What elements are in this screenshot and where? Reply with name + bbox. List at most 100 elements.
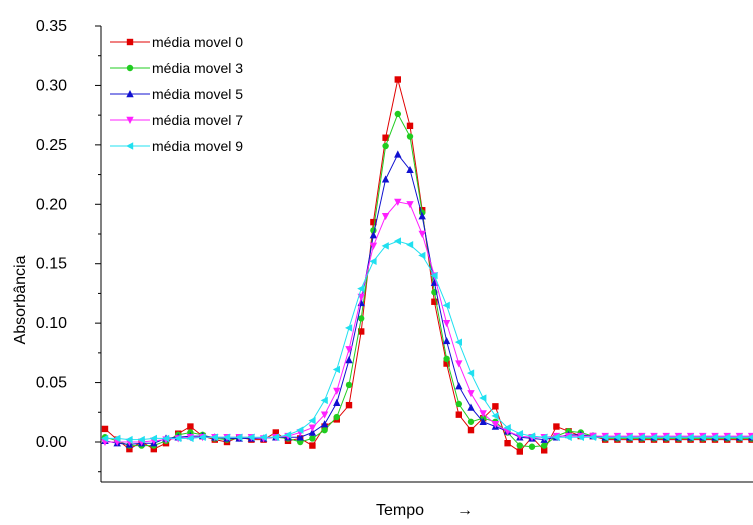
y-tick-label: 0.25 [36,137,67,154]
data-point [235,433,243,441]
legend-marker [126,142,134,150]
data-point [406,133,414,140]
data-point [698,433,706,441]
data-point [504,439,511,447]
data-point [467,403,475,411]
legend: média movel 0 média movel 3 média movel 5 m… [110,34,243,154]
data-point [333,398,341,406]
data-point [125,435,133,444]
data-point [455,382,463,390]
data-point [442,336,451,345]
data-point [723,433,731,441]
data-point [358,328,365,335]
data-point [309,442,316,449]
data-point [284,431,292,439]
data-point [382,134,389,141]
data-point [442,301,450,310]
series-4 [101,237,753,444]
data-point [491,420,500,429]
data-point [137,435,145,444]
data-point [113,434,121,443]
x-axis-title: Tempo [376,502,424,519]
y-tick-label: 0.05 [36,375,67,392]
data-point [345,381,353,389]
data-point [358,315,365,322]
data-point [126,445,133,453]
data-point [467,426,475,434]
y-tick-label: 0.30 [36,77,67,94]
data-point [394,76,401,83]
data-point [491,412,499,420]
data-point [431,298,438,305]
data-point [479,410,487,418]
legend-label: média movel 3 [152,60,243,76]
data-point [492,403,499,410]
data-point [345,355,353,364]
data-point [320,411,329,419]
data-point [345,346,353,354]
data-point [345,401,353,409]
data-point [454,338,462,346]
data-point [223,433,231,441]
data-point [528,432,536,440]
data-point [541,447,548,454]
legend-label: média movel 9 [152,138,243,154]
legend-label: média movel 5 [152,86,243,102]
y-tick-label: 0.35 [36,18,67,35]
data-point [320,396,328,405]
data-point [369,257,377,266]
data-point [553,423,560,430]
data-point [320,420,329,428]
legend-label: média movel 0 [152,34,243,50]
legend-item: média movel 0 [110,34,243,50]
data-point [747,434,753,441]
data-point [394,150,402,158]
data-point [601,433,609,441]
data-point [309,435,316,442]
data-point [381,175,390,183]
data-point [576,433,584,441]
data-point [418,212,426,220]
data-point [308,416,316,425]
data-point [589,433,597,441]
data-point [162,434,170,443]
data-point [443,360,450,367]
data-point [686,433,694,441]
data-point [442,319,451,328]
y-axis-title: Absorbância [12,255,29,344]
data-point [516,442,523,449]
data-point [564,433,572,441]
data-point [357,284,365,293]
data-point [541,442,548,449]
data-point [333,387,341,395]
data-point [394,198,402,206]
data-point [332,365,340,374]
data-point [503,424,511,432]
data-point [613,433,621,441]
data-point [467,369,475,377]
data-point [150,445,157,453]
y-tick-label: 0.10 [36,315,67,332]
data-point [528,443,536,450]
data-point [735,433,743,441]
plot-area [100,26,753,483]
data-point [382,142,389,150]
data-point [418,230,426,238]
data-point [345,324,353,332]
data-point [650,433,658,441]
data-point [467,418,475,425]
data-point [418,251,426,260]
data-point [259,433,267,441]
data-point [187,423,194,430]
data-point [247,433,255,441]
data-point [394,110,401,118]
legend-item: média movel 7 [110,112,243,128]
data-point [406,201,414,209]
data-point [210,433,218,441]
data-point [443,355,450,362]
data-point [333,413,340,421]
data-point [381,242,389,250]
data-point [406,122,414,130]
series-layer [101,76,753,455]
